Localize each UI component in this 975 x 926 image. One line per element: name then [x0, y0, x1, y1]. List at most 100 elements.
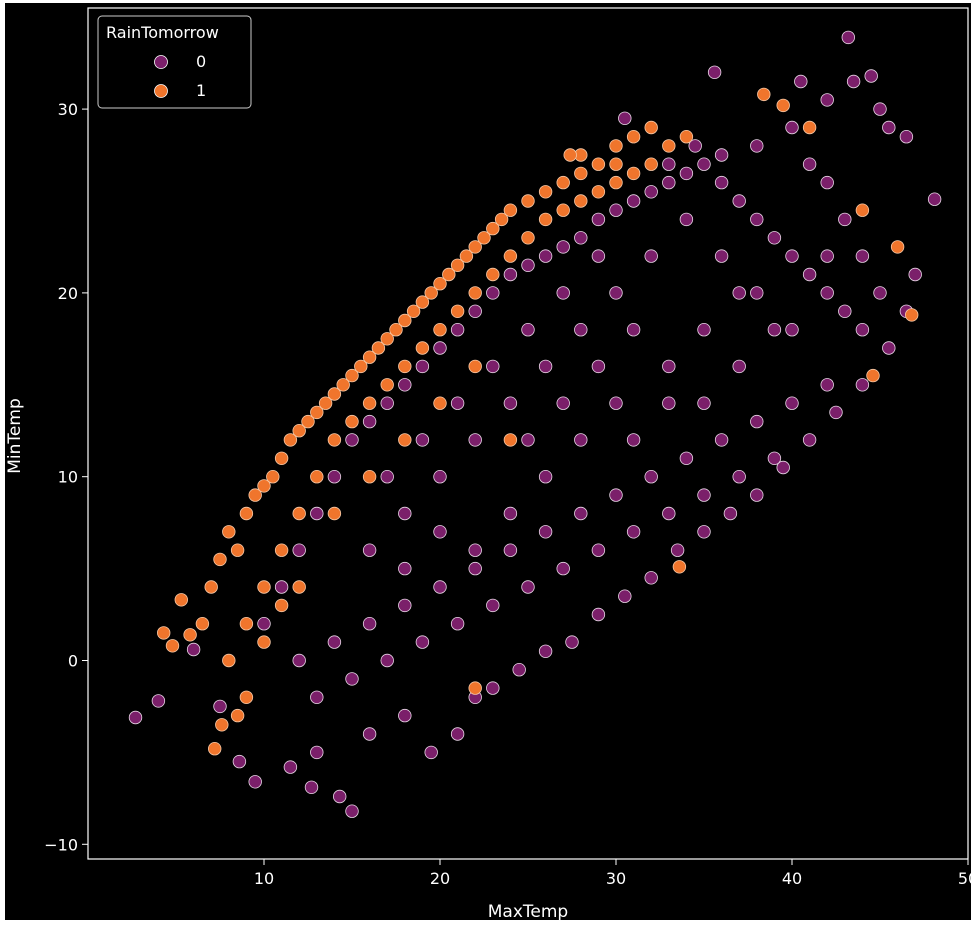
- point-series-1-79: [521, 231, 535, 245]
- point-series-0-70: [609, 203, 623, 217]
- point-series-0-4: [232, 754, 247, 769]
- points-layer: [128, 30, 942, 818]
- point-series-0-6: [283, 760, 298, 774]
- y-tick-label-0: 0: [68, 651, 78, 670]
- point-series-0-44: [662, 157, 676, 171]
- point-series-0-86: [855, 249, 870, 263]
- point-series-0-156: [626, 433, 641, 447]
- x-tick-label-30: 30: [606, 869, 626, 888]
- point-series-1-14: [266, 470, 280, 484]
- point-series-1-66: [292, 506, 306, 521]
- point-series-0-139: [556, 286, 570, 300]
- point-series-0-60: [433, 341, 447, 355]
- point-series-1-81: [556, 203, 570, 217]
- point-series-1-61: [866, 368, 880, 383]
- point-series-0-11: [362, 727, 377, 741]
- point-series-0-38: [841, 30, 856, 45]
- point-series-0-118: [732, 470, 746, 484]
- point-series-0-24: [697, 525, 711, 539]
- point-series-1-76: [468, 286, 482, 300]
- point-series-0-90: [292, 653, 306, 668]
- point-series-1-71: [380, 378, 394, 392]
- point-series-1-63: [468, 681, 482, 695]
- point-series-0-48: [864, 69, 878, 83]
- point-series-0-121: [398, 506, 412, 521]
- point-series-0-122: [433, 470, 447, 484]
- point-series-0-73: [662, 175, 676, 190]
- point-series-0-152: [398, 561, 412, 576]
- point-series-1-33: [433, 277, 447, 291]
- point-series-1-78: [503, 249, 518, 263]
- point-series-1-8: [230, 543, 245, 557]
- point-series-0-59: [415, 359, 430, 374]
- point-series-0-134: [380, 470, 394, 484]
- point-series-1-46: [591, 157, 606, 171]
- point-series-0-138: [521, 323, 535, 337]
- point-series-0-53: [310, 506, 324, 521]
- point-series-0-17: [512, 663, 526, 677]
- point-series-1-44: [556, 175, 570, 190]
- point-series-1-22: [336, 378, 350, 392]
- point-series-0-146: [609, 396, 623, 410]
- point-series-0-35: [899, 129, 914, 144]
- x-axis-ticks: 10 20 30 40 50: [254, 859, 975, 888]
- point-series-0-129: [679, 212, 694, 227]
- y-tick-label-30: 30: [58, 100, 78, 119]
- point-series-0-66: [538, 249, 553, 263]
- point-series-0-143: [697, 396, 711, 410]
- point-series-0-83: [838, 304, 852, 319]
- point-series-0-151: [433, 525, 447, 539]
- point-series-1-30: [406, 304, 421, 319]
- point-series-1-90: [239, 690, 254, 705]
- point-series-1-7: [222, 525, 236, 539]
- point-series-0-61: [450, 323, 465, 337]
- point-series-0-81: [802, 267, 817, 282]
- point-series-0-30: [855, 378, 870, 392]
- point-series-1-21: [327, 387, 342, 401]
- point-series-0-41: [750, 139, 764, 153]
- point-series-1-74: [433, 323, 447, 337]
- point-series-0-148: [538, 470, 553, 484]
- point-series-0-63: [486, 286, 500, 300]
- point-series-1-12: [248, 488, 262, 502]
- x-tick-label-10: 10: [254, 869, 274, 888]
- point-series-1-82: [574, 194, 588, 208]
- point-series-0-103: [750, 414, 764, 429]
- point-series-0-140: [591, 249, 606, 263]
- point-series-0-150: [468, 543, 482, 557]
- point-series-0-0: [128, 710, 143, 725]
- point-series-1-67: [310, 470, 324, 484]
- point-series-0-20: [591, 607, 606, 622]
- point-series-1-73: [415, 341, 430, 355]
- point-series-1-9: [207, 742, 222, 756]
- y-tick-label-10: 10: [58, 468, 78, 487]
- point-series-1-34: [442, 267, 456, 282]
- point-series-1-98: [503, 433, 518, 447]
- point-series-0-137: [486, 359, 500, 374]
- point-series-1-47: [609, 139, 623, 153]
- point-series-0-133: [820, 249, 834, 263]
- point-series-1-37: [468, 240, 482, 254]
- point-series-0-27: [776, 460, 790, 475]
- point-series-0-154: [556, 396, 570, 410]
- point-series-0-124: [503, 396, 518, 410]
- point-series-1-54: [679, 129, 694, 144]
- point-series-0-99: [609, 488, 623, 502]
- point-series-0-28: [802, 433, 817, 447]
- point-series-0-132: [785, 323, 799, 337]
- point-series-0-72: [644, 185, 658, 199]
- point-series-1-19: [310, 405, 324, 420]
- point-series-0-85: [873, 286, 887, 300]
- point-series-1-97: [433, 396, 447, 410]
- point-series-0-136: [450, 396, 465, 410]
- point-series-0-1: [151, 694, 166, 708]
- point-series-0-43: [688, 139, 702, 153]
- point-series-0-111: [486, 598, 500, 613]
- legend-label-1: 1: [196, 81, 206, 100]
- legend-title: RainTomorrow: [106, 23, 219, 42]
- point-series-1-93: [292, 580, 306, 594]
- point-series-0-157: [662, 396, 676, 410]
- point-series-1-88: [257, 635, 271, 649]
- point-series-0-40: [785, 120, 799, 135]
